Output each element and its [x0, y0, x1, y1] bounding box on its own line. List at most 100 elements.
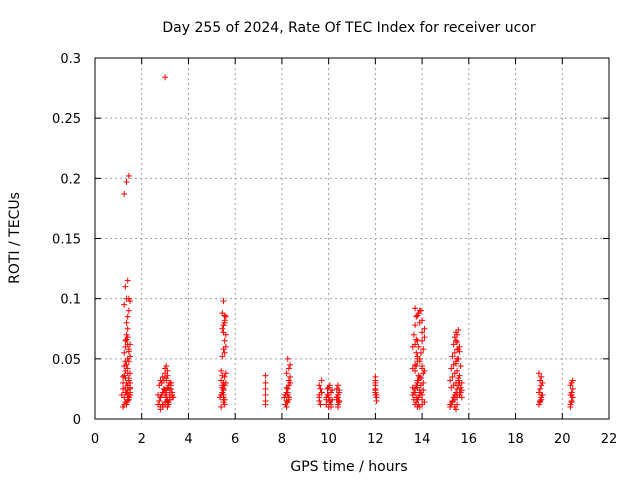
data-point [412, 361, 419, 368]
data-point [414, 377, 421, 384]
y-tick-label: 0.05 [52, 353, 81, 368]
data-point [222, 313, 229, 320]
data-point [160, 385, 167, 392]
grid [95, 58, 609, 419]
data-point [316, 382, 323, 389]
data-point [316, 397, 323, 404]
data-point [283, 370, 290, 377]
x-tick-label: 8 [278, 432, 286, 447]
data-point [262, 372, 269, 379]
data-point [456, 348, 463, 355]
data-point [283, 384, 290, 391]
data-point [334, 401, 341, 408]
data-point [169, 391, 176, 398]
data-point [162, 74, 169, 81]
data-point [156, 397, 163, 404]
data-point [317, 385, 324, 392]
data-point [164, 372, 171, 379]
data-point [220, 346, 227, 353]
data-point [284, 355, 291, 362]
data-point [124, 277, 131, 284]
data-point [412, 367, 419, 374]
x-tick-label: 12 [367, 432, 384, 447]
data-point [336, 397, 343, 404]
data-point [285, 377, 292, 384]
data-point [419, 317, 426, 324]
y-tick-label: 0.15 [52, 233, 81, 248]
data-point [538, 373, 545, 380]
data-point [413, 363, 420, 370]
data-point [415, 343, 422, 350]
data-point [326, 397, 333, 404]
y-tick-label: 0.2 [60, 172, 81, 187]
data-point [325, 384, 332, 391]
data-point [122, 283, 129, 290]
data-point [416, 307, 423, 314]
data-point [412, 389, 419, 396]
data-point [122, 337, 129, 344]
data-point [262, 397, 269, 404]
data-point [419, 396, 426, 403]
data-point [121, 349, 128, 356]
data-point [421, 325, 428, 332]
data-point [283, 403, 290, 410]
data-point [220, 298, 227, 305]
data-point [569, 385, 576, 392]
data-point [416, 403, 423, 410]
data-point [157, 394, 164, 401]
x-tick-label: 0 [91, 432, 99, 447]
data-point [454, 385, 461, 392]
data-point [124, 325, 131, 332]
data-point [124, 370, 131, 377]
data-point [218, 367, 225, 374]
data-point [222, 370, 229, 377]
data-point [568, 399, 575, 406]
data-point [220, 329, 227, 336]
data-point [262, 379, 269, 386]
data-points [118, 74, 576, 413]
data-point [164, 397, 171, 404]
x-tick-label: 14 [414, 432, 431, 447]
data-point [372, 373, 379, 380]
x-tick-label: 18 [507, 432, 524, 447]
x-tick-label: 16 [461, 432, 478, 447]
data-point [124, 313, 131, 320]
data-point [451, 349, 458, 356]
data-point [449, 397, 456, 404]
data-point [334, 394, 341, 401]
data-point [220, 396, 227, 403]
data-point [412, 305, 419, 312]
data-point [413, 349, 420, 356]
data-point [567, 403, 574, 410]
data-point [120, 379, 127, 386]
data-point [123, 336, 130, 343]
x-tick-label: 20 [554, 432, 571, 447]
data-point [165, 399, 172, 406]
data-point [454, 338, 461, 345]
data-point [537, 377, 544, 384]
data-point [455, 326, 462, 333]
data-point [412, 341, 419, 348]
axis-ticks: 0 2 4 6 8 10 12 14 16 18 20 22 0 0.05 0.1 0.15 0.2 0.25 0.… [52, 52, 617, 447]
x-tick-label: 22 [601, 432, 618, 447]
data-point [125, 348, 132, 355]
data-point [414, 312, 421, 319]
data-point [413, 336, 420, 343]
data-point [455, 375, 462, 382]
data-point [122, 358, 129, 365]
data-point [221, 401, 228, 408]
data-point [535, 370, 542, 377]
data-point [413, 313, 420, 320]
data-point [123, 178, 130, 185]
data-point [285, 365, 292, 372]
data-point [127, 353, 134, 360]
y-tick-label: 0.25 [52, 112, 81, 127]
y-tick-label: 0.1 [60, 293, 81, 308]
data-point [121, 363, 128, 370]
data-point [124, 341, 131, 348]
data-point [121, 190, 128, 197]
data-point [157, 377, 164, 384]
data-point [262, 385, 269, 392]
x-axis-label: GPS time / hours [290, 459, 407, 475]
